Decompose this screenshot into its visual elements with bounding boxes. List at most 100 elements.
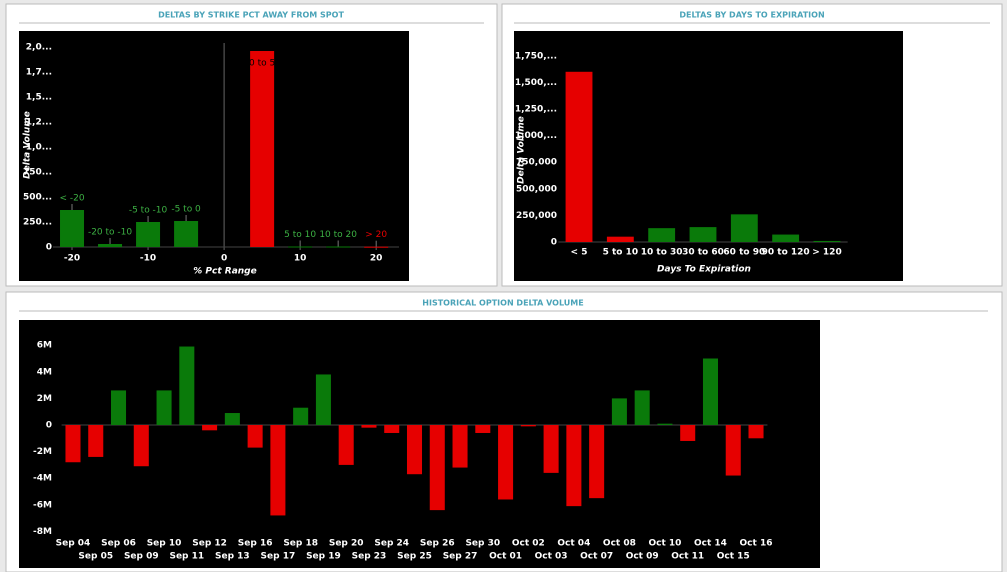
y-tick-label: 1,500,...: [515, 78, 557, 88]
data-label: -20 to -10: [88, 228, 132, 238]
y-tick-label: -8M: [33, 527, 52, 537]
y-tick-label: 500...: [23, 193, 52, 203]
bar: [156, 390, 172, 425]
y-tick-label: 1,5...: [26, 93, 52, 103]
x-tick-label: Oct 15: [717, 552, 750, 562]
bar: [611, 398, 627, 425]
bar: [250, 51, 275, 247]
y-tick-label: 1,250,...: [515, 105, 557, 115]
bar: [589, 425, 605, 499]
x-tick-label: Oct 04: [557, 539, 590, 549]
bar: [772, 234, 800, 242]
x-axis-label: % Pct Range: [193, 267, 256, 277]
bar: [60, 210, 85, 247]
x-tick-label: 10 to 30: [641, 248, 683, 258]
x-tick-label: Oct 16: [740, 539, 773, 549]
x-tick-label: -20: [64, 254, 80, 264]
y-tick-label: -6M: [33, 500, 52, 510]
y-tick-label: 1,750,...: [515, 51, 557, 61]
bar: [730, 214, 758, 242]
bar: [634, 390, 650, 425]
y-tick-label: 0: [46, 421, 52, 431]
bar: [606, 236, 634, 242]
y-tick-label: 1,2...: [26, 118, 52, 128]
y-tick-label: 750,000: [516, 158, 557, 168]
x-tick-label: Sep 30: [465, 539, 500, 549]
bar: [136, 222, 161, 247]
x-tick-label: Sep 04: [56, 539, 91, 549]
x-tick-label: 10: [294, 254, 307, 264]
x-tick-label: Sep 10: [147, 539, 182, 549]
x-tick-label: -10: [140, 254, 156, 264]
bar: [288, 246, 313, 248]
y-tick-label: 1,7...: [26, 68, 52, 78]
y-axis-label: Delta Volume: [517, 116, 527, 184]
bar: [680, 425, 696, 441]
y-tick-label: -4M: [33, 474, 52, 484]
bar: [702, 358, 718, 425]
bar: [361, 425, 377, 428]
x-tick-label: Oct 14: [694, 539, 727, 549]
y-axis-label: Delta Volume: [23, 111, 33, 179]
y-tick-label: 250...: [23, 218, 52, 228]
bar: [520, 425, 536, 427]
x-tick-label: Sep 05: [78, 552, 113, 562]
y-tick-label: 6M: [37, 341, 52, 351]
y-tick-label: 0: [551, 238, 557, 248]
y-tick-label: 250,000: [516, 211, 557, 221]
bar: [270, 425, 286, 516]
x-tick-label: Oct 09: [626, 552, 659, 562]
chart-title: DELTAS BY STRIKE PCT AWAY FROM SPOT: [158, 11, 344, 20]
x-tick-label: 90 to 120: [762, 248, 810, 258]
x-tick-label: Sep 17: [261, 552, 296, 562]
x-tick-label: 20: [370, 254, 383, 264]
x-tick-label: Oct 08: [603, 539, 636, 549]
x-tick-label: Sep 11: [169, 552, 204, 562]
x-tick-label: Sep 18: [283, 539, 318, 549]
x-tick-label: Oct 11: [671, 552, 704, 562]
bar: [247, 425, 263, 448]
bar: [748, 425, 764, 439]
x-tick-label: Oct 02: [512, 539, 545, 549]
x-tick-label: Sep 26: [420, 539, 455, 549]
bar: [648, 228, 676, 242]
x-tick-label: 60 to 90: [723, 248, 765, 258]
x-tick-label: Sep 06: [101, 539, 136, 549]
bar: [429, 425, 445, 511]
bar: [565, 71, 593, 243]
bar: [543, 425, 559, 473]
chart-title: HISTORICAL OPTION DELTA VOLUME: [422, 299, 583, 308]
bar: [566, 425, 582, 507]
y-tick-label: 1,0...: [26, 143, 52, 153]
x-tick-label: < 5: [571, 248, 588, 258]
bar: [133, 425, 149, 467]
bar: [498, 425, 514, 500]
x-tick-label: Sep 23: [352, 552, 387, 562]
bar: [452, 425, 468, 468]
x-tick-label: Sep 13: [215, 552, 250, 562]
bar: [406, 425, 423, 475]
y-tick-label: 2M: [37, 394, 52, 404]
bar: [813, 240, 841, 242]
data-label: 0 to 5: [249, 59, 275, 69]
bar: [224, 413, 240, 425]
x-tick-label: Oct 10: [648, 539, 681, 549]
x-tick-label: Sep 25: [397, 552, 432, 562]
bar: [98, 244, 123, 247]
y-tick-label: 750...: [23, 168, 52, 178]
x-axis-label: Days To Expiration: [657, 265, 751, 275]
x-tick-label: Oct 01: [489, 552, 522, 562]
bar: [88, 425, 104, 457]
x-tick-label: Sep 16: [238, 539, 273, 549]
bar: [315, 374, 331, 425]
data-label: 10 to 20: [319, 230, 357, 240]
bar: [111, 390, 127, 425]
x-tick-label: Sep 27: [443, 552, 478, 562]
x-tick-label: > 120: [812, 248, 841, 258]
bar: [689, 227, 717, 242]
x-tick-label: Sep 12: [192, 539, 227, 549]
bar: [179, 346, 195, 425]
x-tick-label: 5 to 10: [603, 248, 639, 258]
